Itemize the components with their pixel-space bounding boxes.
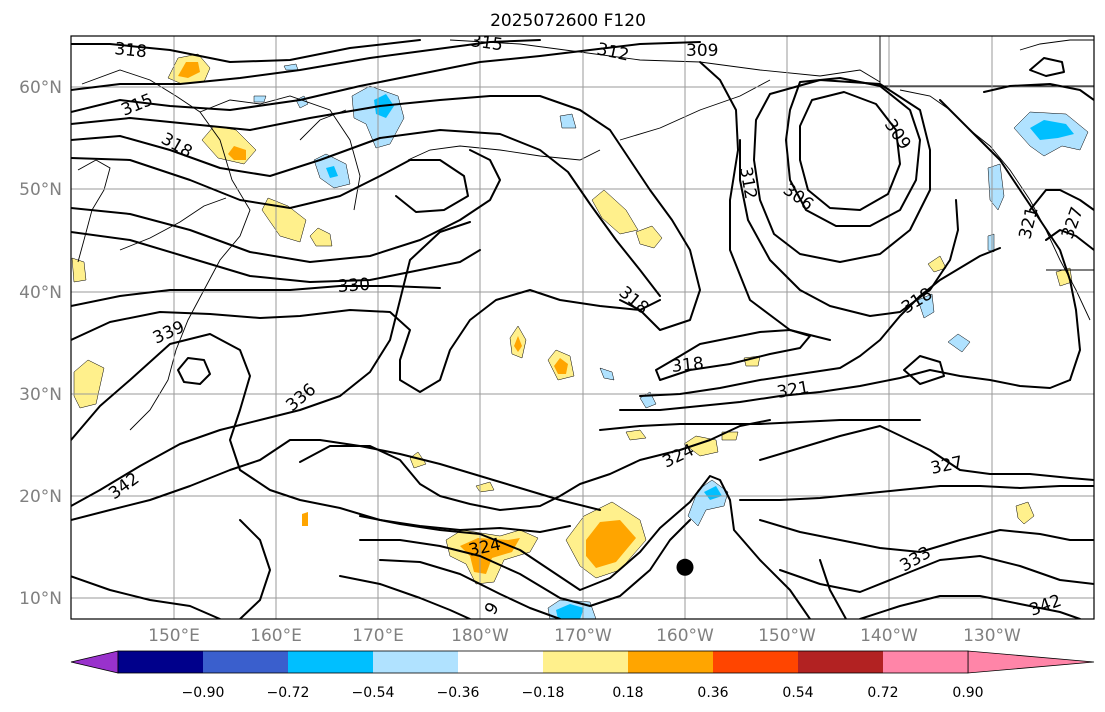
colorbar-arrow-high — [967, 650, 1095, 674]
lon-label: 180°W — [451, 626, 509, 646]
colorbar-tick-label: 0.36 — [697, 685, 728, 701]
contour-label: 318 — [670, 354, 704, 377]
lon-label: 170°E — [352, 626, 404, 646]
colorbar-tick-label: −0.72 — [267, 685, 310, 701]
colorbar-tick-label: 0.90 — [952, 685, 983, 701]
lat-label: 40°N — [19, 283, 62, 303]
lon-label: 140°W — [860, 626, 918, 646]
contour-label: 309 — [686, 41, 718, 61]
lat-label: 50°N — [19, 180, 62, 200]
contour-label: 318 — [113, 39, 147, 62]
map-panel: 318 315 312 309 315 318 312 306 309 330 … — [70, 31, 1095, 620]
lon-label: 150°E — [148, 626, 200, 646]
contour-label: 330 — [337, 275, 371, 297]
shaded-positive-regions — [71, 53, 1073, 585]
colorbar-swatch — [628, 651, 713, 673]
longitude-labels: 150°E 160°E 170°E 180°W 170°W 160°W 150°… — [148, 626, 1021, 646]
lon-label: 160°W — [656, 626, 714, 646]
colorbar-tick-label: −0.18 — [522, 685, 565, 701]
coastlines — [77, 36, 1094, 431]
contour-lines — [71, 39, 1094, 619]
lon-label: 160°E — [250, 626, 302, 646]
lat-label: 20°N — [19, 487, 62, 507]
colorbar-swatch — [203, 651, 288, 673]
lon-label: 150°W — [758, 626, 816, 646]
colorbar-tick-label: 0.54 — [782, 685, 813, 701]
colorbar-swatch — [373, 651, 458, 673]
colorbar-tick-label: −0.90 — [182, 685, 225, 701]
colorbar-tick-label: −0.36 — [437, 685, 480, 701]
figure-title: 2025072600 F120 — [490, 11, 646, 31]
colorbar-tick-label: −0.54 — [352, 685, 395, 701]
latitude-labels: 60°N 50°N 40°N 30°N 20°N 10°N — [19, 78, 62, 609]
colorbar-tick-label: 0.18 — [612, 685, 643, 701]
colorbar-swatch — [713, 651, 798, 673]
colorbar-swatch — [543, 651, 628, 673]
lat-label: 30°N — [19, 385, 62, 405]
colorbar: −0.90 −0.72 −0.54 −0.36 −0.18 0.18 0.36 … — [70, 650, 1095, 701]
lat-label: 60°N — [19, 78, 62, 98]
colorbar-swatch — [798, 651, 883, 673]
colorbar-swatch — [458, 651, 543, 673]
lat-label: 10°N — [19, 589, 62, 609]
lon-label: 130°W — [963, 626, 1021, 646]
storm-position-marker — [676, 558, 694, 576]
colorbar-swatch — [118, 651, 203, 673]
lon-label: 170°W — [554, 626, 612, 646]
colorbar-tick-label: 0.72 — [867, 685, 898, 701]
colorbar-swatch — [883, 651, 968, 673]
colorbar-swatch — [288, 651, 373, 673]
colorbar-arrow-low — [70, 650, 119, 674]
contour-label: 315 — [469, 31, 504, 55]
